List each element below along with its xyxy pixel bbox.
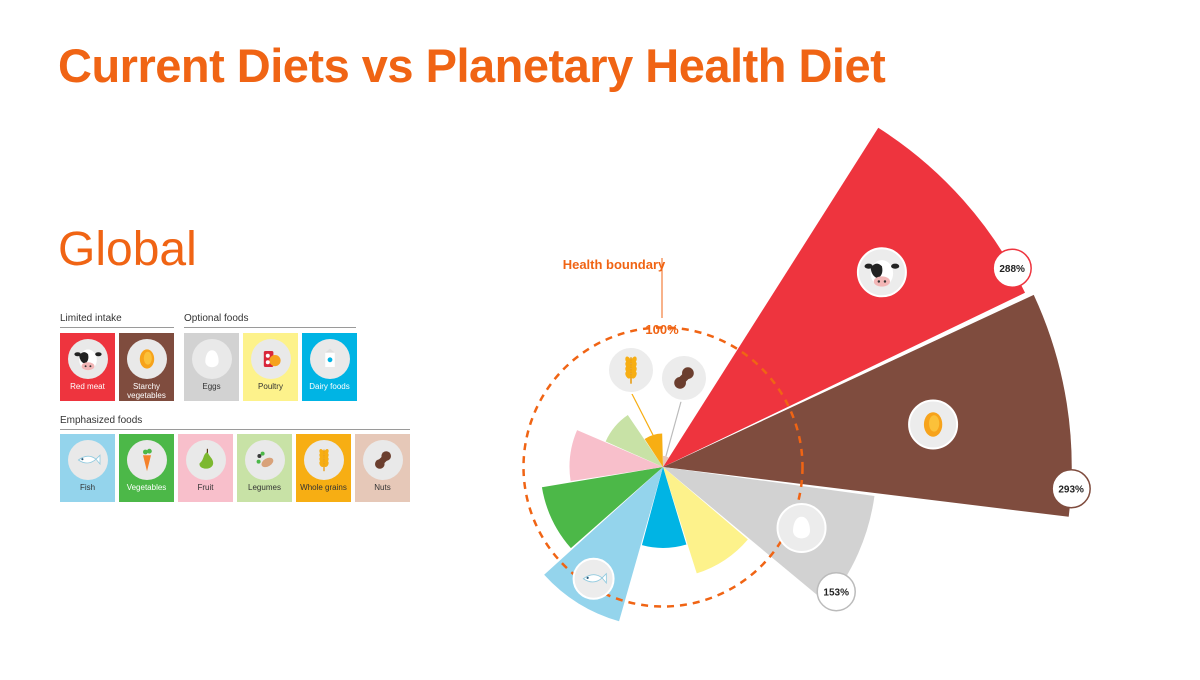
- health-boundary-value: 100%: [645, 322, 679, 337]
- beans-icon: [244, 440, 285, 480]
- milk-icon: [309, 339, 350, 379]
- egg-icon: [191, 339, 232, 379]
- sector-poultry: [663, 467, 748, 574]
- legend-tile-label: Fish: [79, 483, 96, 492]
- sector-red-meat: [663, 127, 1026, 468]
- legend-tile-label: Red meat: [70, 382, 105, 391]
- legend-tile: Fruit: [178, 434, 233, 502]
- legend-tile-label: Whole grains: [300, 483, 347, 492]
- health-boundary-circle: [522, 326, 804, 608]
- legend-group-optional: Optional foods: [184, 313, 356, 328]
- value-label: 288%: [999, 264, 1025, 275]
- sector-vegetables: [541, 467, 663, 549]
- nuts-leader-line: [665, 397, 683, 457]
- fish-icon: [572, 557, 615, 600]
- legend-tile: Poultry: [243, 333, 298, 401]
- legend-tile-label: Legumes: [248, 483, 281, 492]
- cow-icon: [67, 339, 108, 379]
- value-label: 293%: [1058, 485, 1084, 496]
- legend-tile: Dairy foods: [302, 333, 357, 401]
- legend-tile: Vegetables: [119, 434, 174, 502]
- legend-tile-label: Poultry: [258, 382, 283, 391]
- wheat-icon: [303, 440, 344, 480]
- chicken-icon: [250, 339, 291, 379]
- sector-eggs: [663, 467, 875, 604]
- sector-dairy-foods: [641, 467, 687, 548]
- pear-icon: [185, 440, 226, 480]
- potato-icon: [908, 399, 959, 450]
- legend-tile: Fish: [60, 434, 115, 502]
- legend-tile: Eggs: [184, 333, 239, 401]
- peanut-icon: [660, 354, 708, 402]
- legend-tile-label: Starchy vegetables: [127, 382, 166, 400]
- sector-fruit: [569, 430, 663, 482]
- legend-tile: Starchy vegetables: [119, 333, 174, 401]
- legend-tile-label: Fruit: [197, 483, 214, 492]
- egg-icon: [776, 502, 827, 553]
- legend-tile-label: Dairy foods: [309, 382, 350, 391]
- wheat-icon: [607, 346, 655, 394]
- sector-legumes: [605, 415, 663, 467]
- page-title: Current Diets vs Planetary Health Diet: [58, 39, 886, 92]
- legend-tile: Red meat: [60, 333, 115, 401]
- grains-leader-line: [630, 391, 654, 436]
- potato-icon: [126, 339, 167, 379]
- sector-whole-grains: [644, 433, 663, 467]
- carrot-icon: [126, 440, 167, 480]
- legend-tile-label: Vegetables: [126, 483, 167, 492]
- sector-nuts: [662, 455, 669, 467]
- fish-icon: [67, 440, 108, 480]
- legend-tile-label: Eggs: [202, 382, 221, 391]
- legend-tile: Legumes: [237, 434, 292, 502]
- legend-group-emphasized: Emphasized foods: [60, 415, 410, 430]
- cow-icon: [856, 247, 907, 298]
- peanut-icon: [362, 440, 403, 480]
- legend-group-limited: Limited intake: [60, 313, 174, 328]
- region-title: Global: [58, 223, 197, 276]
- health-boundary-label: Health boundary: [563, 257, 666, 272]
- legend-tile-label: Nuts: [374, 483, 391, 492]
- value-label-bubble: 153%: [816, 571, 856, 612]
- sector-starchy-vegetables: [663, 294, 1072, 517]
- legend-tile: Whole grains: [296, 434, 351, 502]
- legend-tile: Nuts: [355, 434, 410, 502]
- value-label: 153%: [823, 588, 849, 599]
- value-label-bubble: 293%: [1051, 468, 1091, 509]
- value-label-bubble: 288%: [992, 248, 1032, 288]
